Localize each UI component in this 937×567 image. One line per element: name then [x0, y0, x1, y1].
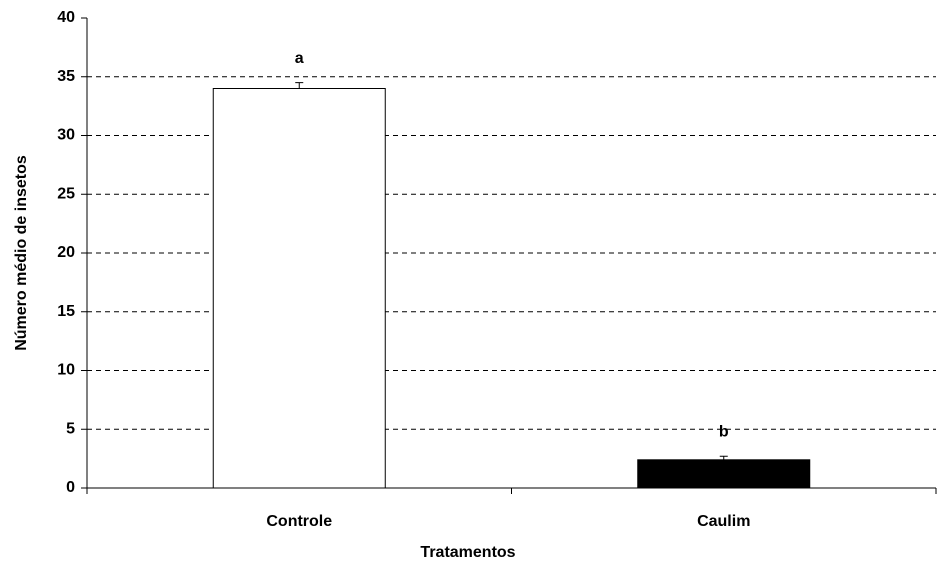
- error-bar: [295, 82, 304, 89]
- bar: [212, 88, 386, 489]
- y-tick-label: 5: [66, 420, 75, 437]
- y-tick-label: 30: [57, 127, 75, 144]
- y-tick-label: 0: [66, 479, 75, 496]
- significance-label: b: [719, 423, 729, 440]
- y-tick-label: 25: [57, 185, 75, 202]
- bar: [637, 459, 811, 489]
- y-tick-label: 15: [57, 303, 75, 320]
- y-tick-label: 10: [57, 362, 75, 379]
- y-axis-label: Número médio de insetos: [13, 155, 30, 351]
- y-tick-label: 35: [57, 68, 75, 85]
- x-tick-label: Caulim: [697, 513, 750, 530]
- significance-label: a: [295, 50, 304, 67]
- error-bar: [719, 455, 728, 460]
- x-tick-label: Controle: [266, 513, 332, 530]
- x-axis-label: Tratamentos: [420, 544, 515, 561]
- y-tick-label: 40: [57, 9, 75, 26]
- y-tick-label: 20: [57, 244, 75, 261]
